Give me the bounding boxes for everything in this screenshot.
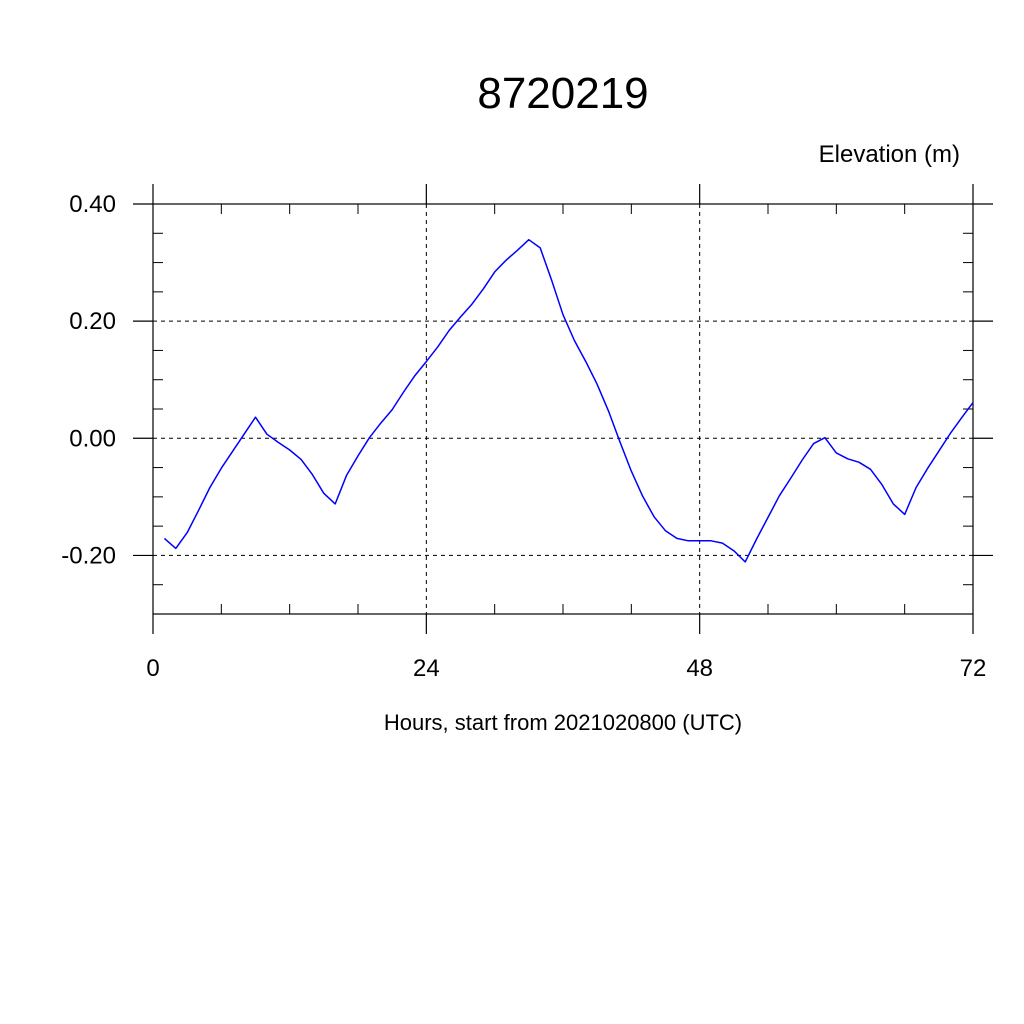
major-ticks [133, 184, 993, 634]
chart-title: 8720219 [477, 69, 648, 118]
x-tick-labels: 0 24 48 72 [146, 655, 986, 682]
x-tick-label: 0 [146, 655, 159, 682]
x-axis-label: Hours, start from 2021020800 (UTC) [384, 710, 742, 735]
series-line [163, 238, 974, 563]
x-tick-label: 72 [960, 655, 987, 682]
y-tick-label: 0.40 [69, 191, 116, 218]
x-tick-label: 48 [686, 655, 713, 682]
y-axis-label: Elevation (m) [819, 141, 960, 168]
y-tick-labels: 0.40 0.20 0.00 -0.20 [61, 191, 116, 569]
y-tick-label: 0.20 [69, 308, 116, 335]
x-tick-label: 24 [413, 655, 440, 682]
y-tick-label: 0.00 [69, 425, 116, 452]
minor-ticks [153, 204, 973, 615]
y-tick-label: -0.20 [61, 542, 116, 569]
plot-frame [152, 203, 974, 615]
